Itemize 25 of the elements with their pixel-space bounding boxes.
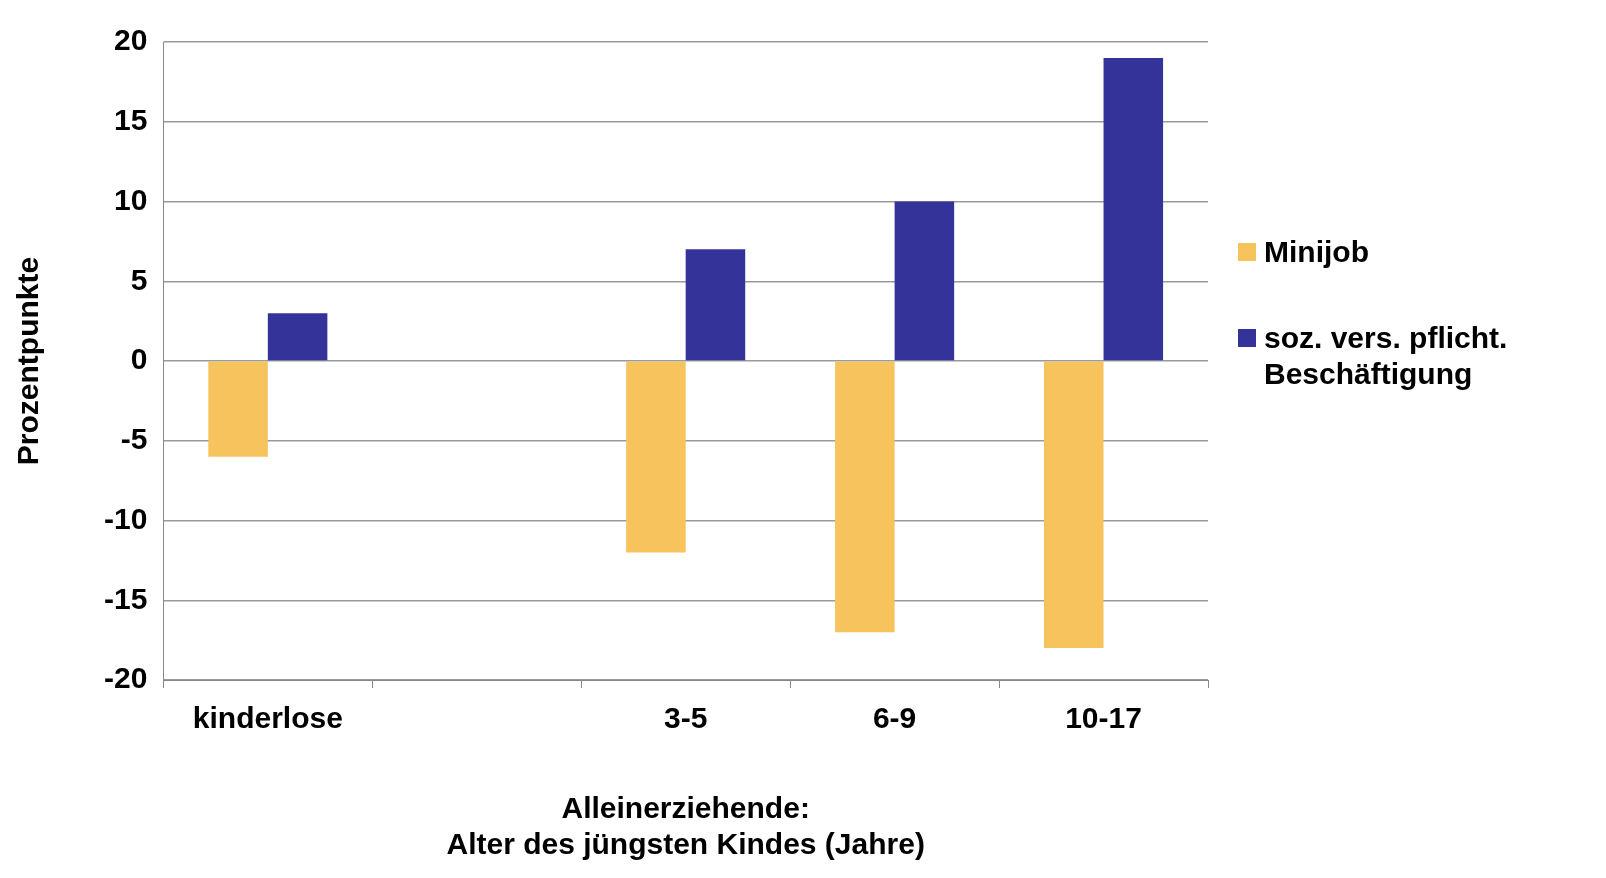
- legend-label: soz. vers. pflicht. Beschäftigung: [1264, 320, 1509, 392]
- bar: [1103, 57, 1164, 361]
- y-tick-label: -5: [120, 422, 148, 456]
- x-tick-label: 10-17: [1065, 701, 1142, 735]
- y-tick-label: 10: [113, 182, 148, 216]
- bar: [626, 361, 686, 553]
- y-tick-label: -10: [104, 501, 148, 535]
- x-tick-label: kinderlose: [192, 701, 343, 735]
- legend-label: Minijob: [1264, 234, 1369, 270]
- y-tick-label: 20: [113, 23, 148, 57]
- x-axis-title: Alleinerziehende: Alter des jüngsten Kindes (Jahre): [446, 791, 925, 861]
- bar: [894, 201, 955, 361]
- bar: [685, 249, 746, 361]
- bar: [835, 361, 895, 633]
- bar: [1043, 361, 1104, 649]
- y-tick-label: -20: [104, 661, 148, 695]
- bar: [208, 361, 268, 457]
- y-tick-label: 15: [113, 103, 148, 137]
- x-tick-label: 3-5: [664, 701, 708, 735]
- y-tick-label: -15: [104, 581, 148, 615]
- bar: [267, 313, 328, 361]
- y-tick-label: 0: [130, 342, 148, 376]
- y-axis-title: Prozentpunkte: [11, 256, 45, 466]
- x-tick-label: 6-9: [872, 701, 917, 735]
- y-tick-label: 5: [130, 262, 148, 296]
